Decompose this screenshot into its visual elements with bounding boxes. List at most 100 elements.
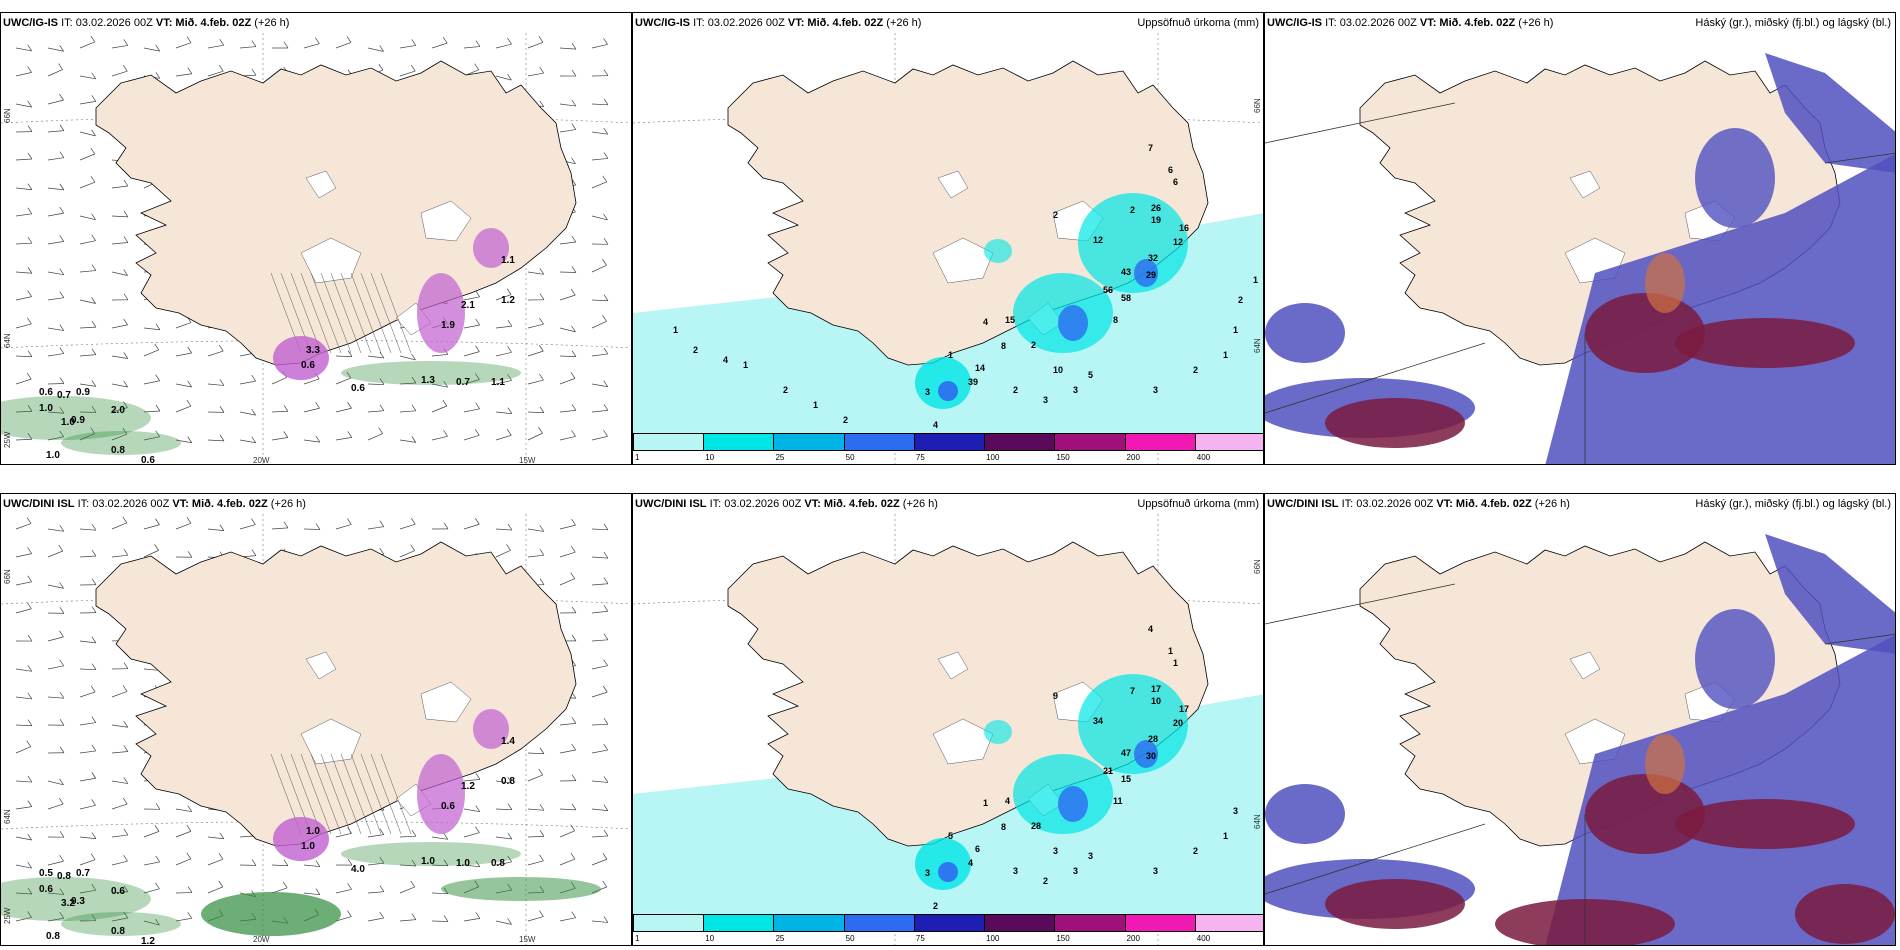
- wind-barb-flag: [58, 63, 63, 70]
- precip-value-label: 3: [1088, 851, 1093, 861]
- panel-header: UWC/IG-IS IT: 03.02.2026 00Z VT: Mið. 4.…: [635, 17, 922, 29]
- wind-barb-flag: [187, 551, 193, 558]
- wind-barb-flag: [91, 264, 97, 271]
- wind-barb-flag: [123, 269, 128, 276]
- wind-barb-flag: [59, 831, 65, 838]
- wind-barb: [271, 437, 288, 441]
- wind-barb-flag: [155, 803, 161, 810]
- wind-barb: [79, 326, 96, 329]
- wind-barb-flag: [571, 803, 577, 811]
- wind-barb: [559, 327, 576, 333]
- wind-barb-flag: [27, 66, 32, 73]
- precip-value-label: 20: [1173, 718, 1183, 728]
- wind-barb: [47, 69, 63, 77]
- precip-green: [341, 842, 521, 866]
- precip-value-label: 28: [1148, 734, 1158, 744]
- wind-barb: [79, 240, 96, 245]
- wind-barb-flag: [283, 859, 289, 866]
- colorbar-segment: [1194, 914, 1263, 932]
- wind-barb: [111, 355, 128, 359]
- wind-barb-flag: [187, 436, 193, 443]
- wind-barb: [111, 803, 128, 810]
- wind-barb: [47, 892, 64, 895]
- wind-barb: [15, 47, 32, 52]
- cloud-map: [1265, 494, 1895, 945]
- precip-value-label: 0.6: [111, 886, 125, 897]
- wind-barb-flag: [155, 882, 160, 890]
- precip-value-label: 0.8: [491, 858, 505, 869]
- sector-line: [1824, 152, 1895, 164]
- wind-barb-flag: [570, 372, 576, 379]
- wind-barb-flag: [123, 318, 128, 326]
- precip-value-label: 1.3: [421, 375, 435, 386]
- wind-barb: [15, 213, 32, 217]
- wind-barb: [495, 75, 512, 81]
- wind-barb: [559, 524, 576, 530]
- wind-barb: [495, 43, 512, 49]
- wind-barb: [495, 861, 512, 866]
- precip-value-label: 6: [1168, 165, 1173, 175]
- precip-value-label: 39: [968, 377, 978, 387]
- precip-green: [441, 877, 601, 901]
- colorbar-segment: [913, 433, 985, 451]
- wind-barb-flag: [219, 832, 225, 839]
- wind-barb: [143, 410, 160, 413]
- wind-barb-flag: [27, 433, 33, 440]
- wind-barb: [79, 299, 96, 304]
- wind-barb: [111, 45, 128, 49]
- wind-precip-map: 0.6 0.7 0.91.0 2.00.91.00.80.61.00.61.3 0.7 1…: [1, 33, 631, 464]
- precip-magenta: [273, 336, 329, 380]
- wind-barb-flag: [411, 39, 417, 46]
- wind-barb-flag: [538, 427, 543, 434]
- glacier: [1569, 170, 1601, 199]
- wind-barb: [431, 405, 447, 413]
- precip-value-label: 2: [783, 385, 788, 395]
- wind-barb-flag: [27, 634, 33, 642]
- wind-barb: [367, 862, 384, 866]
- wind-barb: [527, 379, 544, 385]
- wind-barb: [47, 130, 64, 133]
- wind-barb-flag: [123, 911, 129, 919]
- precip-green: [341, 361, 521, 385]
- precip-value-label: 4: [933, 420, 938, 430]
- precip-value-label: 4: [983, 317, 988, 327]
- wind-barb: [591, 103, 608, 106]
- wind-barb-flag: [538, 36, 544, 43]
- wind-barb-flag: [123, 745, 129, 752]
- wind-barb: [527, 72, 544, 77]
- wind-barb: [591, 181, 607, 189]
- wind-barb: [15, 864, 32, 869]
- wind-barb-flag: [571, 606, 577, 613]
- wind-barb-flag: [59, 268, 65, 275]
- wind-barb-flag: [26, 517, 32, 524]
- wind-barb: [591, 131, 608, 135]
- wind-barb: [559, 103, 576, 107]
- wind-barb: [559, 410, 576, 413]
- wind-barb: [111, 215, 128, 218]
- wind-barb: [79, 101, 96, 105]
- precip-value-label: 0.6: [301, 360, 315, 371]
- wind-barb-flag: [442, 36, 448, 44]
- wind-barb: [559, 808, 576, 811]
- wind-barb-flag: [507, 346, 512, 353]
- panel-bottom-right: UWC/DINI ISL IT: 03.02.2026 00Z VT: Mið.…: [1264, 493, 1896, 946]
- wind-barb-flag: [571, 42, 577, 50]
- high-cloud: [1585, 293, 1705, 373]
- precip-value-label: 3: [1013, 866, 1018, 876]
- precip-value-label: 1.1: [501, 255, 515, 266]
- precip-value-label: 1.2: [141, 936, 155, 946]
- wind-barb-flag: [123, 210, 129, 218]
- precip-areas: [1, 709, 601, 936]
- precip-value-label: 1.0: [301, 841, 315, 852]
- wind-barb-flag: [539, 406, 545, 413]
- precip-value-label: 26: [1151, 203, 1161, 213]
- wind-barb: [47, 99, 64, 105]
- wind-barb-flag: [506, 429, 512, 436]
- wind-barb-flag: [347, 518, 352, 525]
- glacier: [300, 718, 362, 765]
- wind-barb-flag: [59, 719, 65, 726]
- precip-blue: [1058, 786, 1088, 822]
- precip-value-label: 16: [1179, 223, 1189, 233]
- wind-barb: [47, 411, 64, 414]
- wind-barb: [559, 830, 575, 838]
